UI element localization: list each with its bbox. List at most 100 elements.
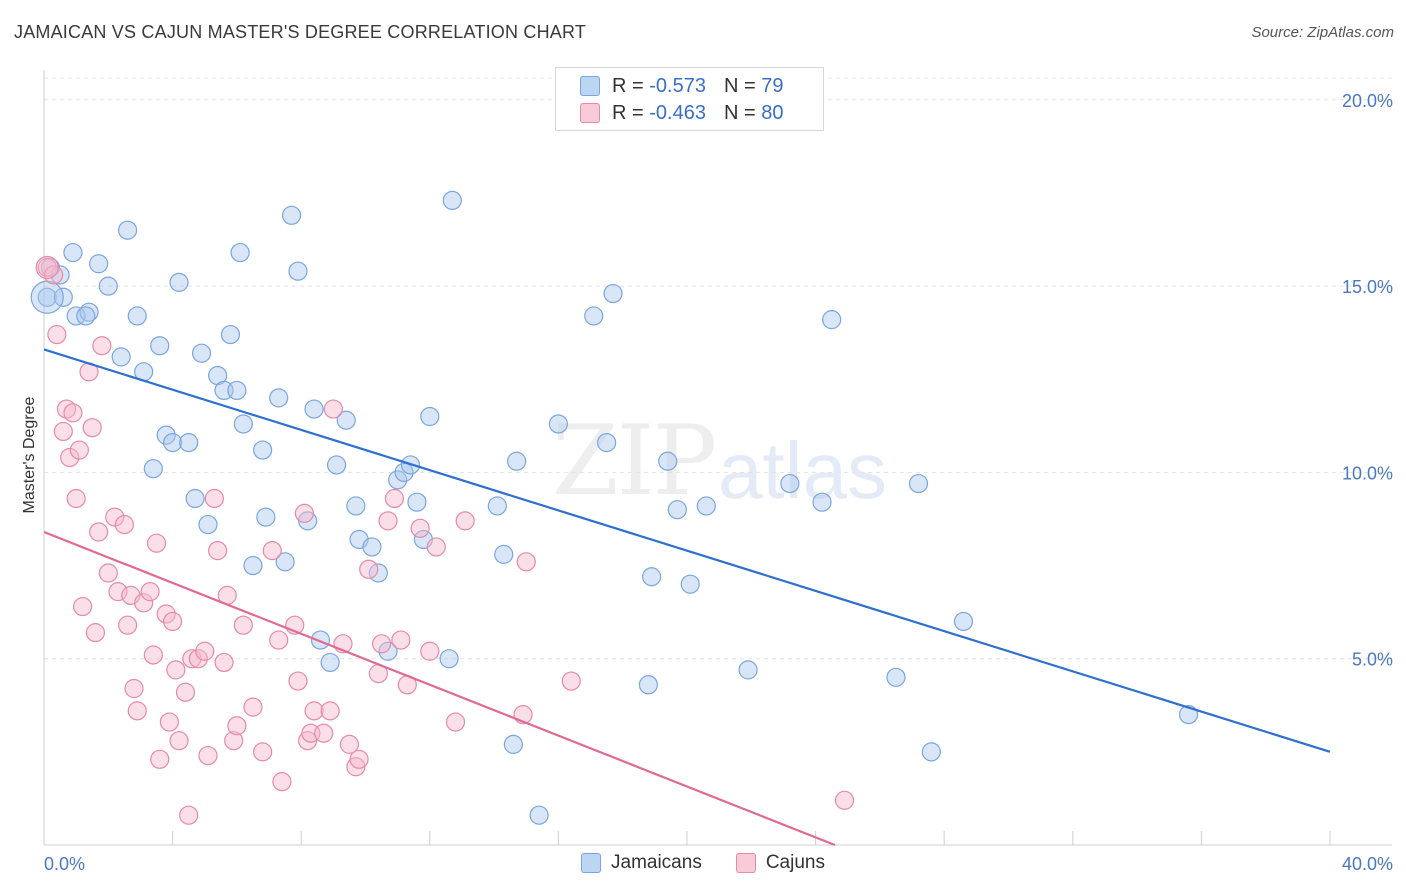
legend-row-jamaicans: R = -0.573 N = 79: [580, 74, 783, 98]
data-point: [584, 306, 604, 326]
axes: [43, 70, 1392, 846]
data-point: [310, 630, 331, 650]
data-point: [822, 310, 842, 330]
watermark-zip: ZIP: [552, 405, 717, 517]
data-point: [294, 503, 315, 523]
data-point: [371, 634, 392, 654]
data-point: [143, 459, 163, 479]
trend-lines: [43, 348, 1331, 847]
data-point: [208, 541, 228, 561]
data-point: [243, 697, 263, 717]
data-point: [336, 410, 356, 430]
data-point: [256, 507, 276, 527]
data-point: [346, 496, 366, 516]
data-point: [169, 272, 189, 292]
data-point: [384, 488, 405, 509]
data-point: [642, 567, 662, 587]
data-point: [272, 772, 292, 792]
data-point: [507, 451, 527, 471]
data-point: [220, 324, 241, 345]
data-point: [921, 742, 941, 762]
data-point: [326, 455, 347, 475]
data-point: [288, 261, 308, 281]
data-point: [738, 660, 758, 680]
data-point: [378, 511, 398, 531]
data-point: [359, 559, 379, 579]
data-point: [378, 641, 398, 661]
legend-label-cajuns: Cajuns: [765, 852, 825, 873]
data-point: [667, 500, 687, 520]
data-point: [275, 552, 295, 572]
data-point: [159, 712, 179, 732]
chart-title: JAMAICAN VS CAJUN MASTER'S DEGREE CORREL…: [14, 22, 587, 42]
data-point: [82, 418, 102, 438]
data-point: [204, 488, 224, 509]
y-tick-label: 10.0%: [1342, 463, 1393, 483]
data-point: [455, 511, 475, 531]
data-point: [426, 537, 446, 557]
data-point: [314, 723, 334, 743]
data-point: [227, 380, 247, 401]
data-point: [597, 432, 617, 453]
legend-n-label: N =: [723, 101, 756, 124]
data-point: [886, 667, 906, 687]
data-point: [163, 432, 183, 453]
legend-r-value: -0.573: [649, 74, 706, 97]
data-point: [85, 623, 106, 643]
legend-swatch-jamaicans: [580, 76, 600, 96]
data-point: [696, 496, 716, 516]
data-point: [487, 496, 507, 516]
data-point: [548, 414, 569, 434]
data-point: [320, 701, 340, 721]
data-point: [407, 492, 427, 512]
series-cajuns: [35, 255, 855, 825]
data-point: [117, 615, 138, 635]
tick-labels: 5.0% 10.0% 15.0% 20.0% 0.0% 40.0%: [44, 91, 1393, 874]
data-point: [658, 451, 678, 471]
data-point: [445, 712, 466, 732]
data-point: [516, 552, 536, 572]
data-point: [188, 649, 208, 669]
legend-row-cajuns: R = -0.463 N = 80: [580, 101, 783, 125]
data-point: [561, 671, 581, 691]
legend-r-label: R =: [612, 101, 644, 124]
y-tick-label: 20.0%: [1342, 91, 1393, 111]
y-axis-label: Master's Degree: [21, 396, 38, 513]
data-point: [233, 615, 253, 635]
legend-item-cajuns[interactable]: Cajuns: [735, 852, 825, 874]
legend-label-jamaicans: Jamaicans: [611, 852, 702, 873]
data-point: [288, 671, 308, 691]
y-tick-label: 15.0%: [1342, 277, 1393, 297]
watermark-atlas: atlas: [718, 426, 887, 515]
data-point: [233, 414, 253, 434]
legend-item-jamaicans[interactable]: Jamaicans: [581, 852, 702, 874]
data-point: [146, 533, 167, 553]
data-point: [92, 336, 112, 356]
data-point: [60, 447, 80, 468]
data-point: [388, 470, 408, 490]
data-point: [89, 254, 109, 274]
data-point: [143, 645, 163, 665]
data-point: [304, 701, 324, 721]
data-point: [79, 302, 99, 322]
data-point: [410, 518, 430, 538]
data-point: [166, 660, 186, 680]
data-point: [124, 678, 144, 699]
data-point: [66, 306, 86, 326]
data-point: [37, 257, 57, 278]
data-point: [127, 701, 147, 721]
data-point: [66, 488, 86, 509]
legend-r-label: R =: [612, 74, 644, 97]
data-point: [368, 563, 388, 583]
data-point: [134, 593, 154, 613]
data-point: [362, 537, 382, 557]
data-point: [253, 742, 273, 762]
legend-swatch-jamaicans: [581, 853, 601, 873]
data-point: [253, 440, 273, 460]
data-point: [243, 555, 263, 576]
data-point: [262, 541, 282, 561]
data-point: [127, 306, 147, 326]
data-point: [224, 731, 244, 751]
data-point: [179, 805, 199, 825]
data-point: [169, 731, 189, 751]
